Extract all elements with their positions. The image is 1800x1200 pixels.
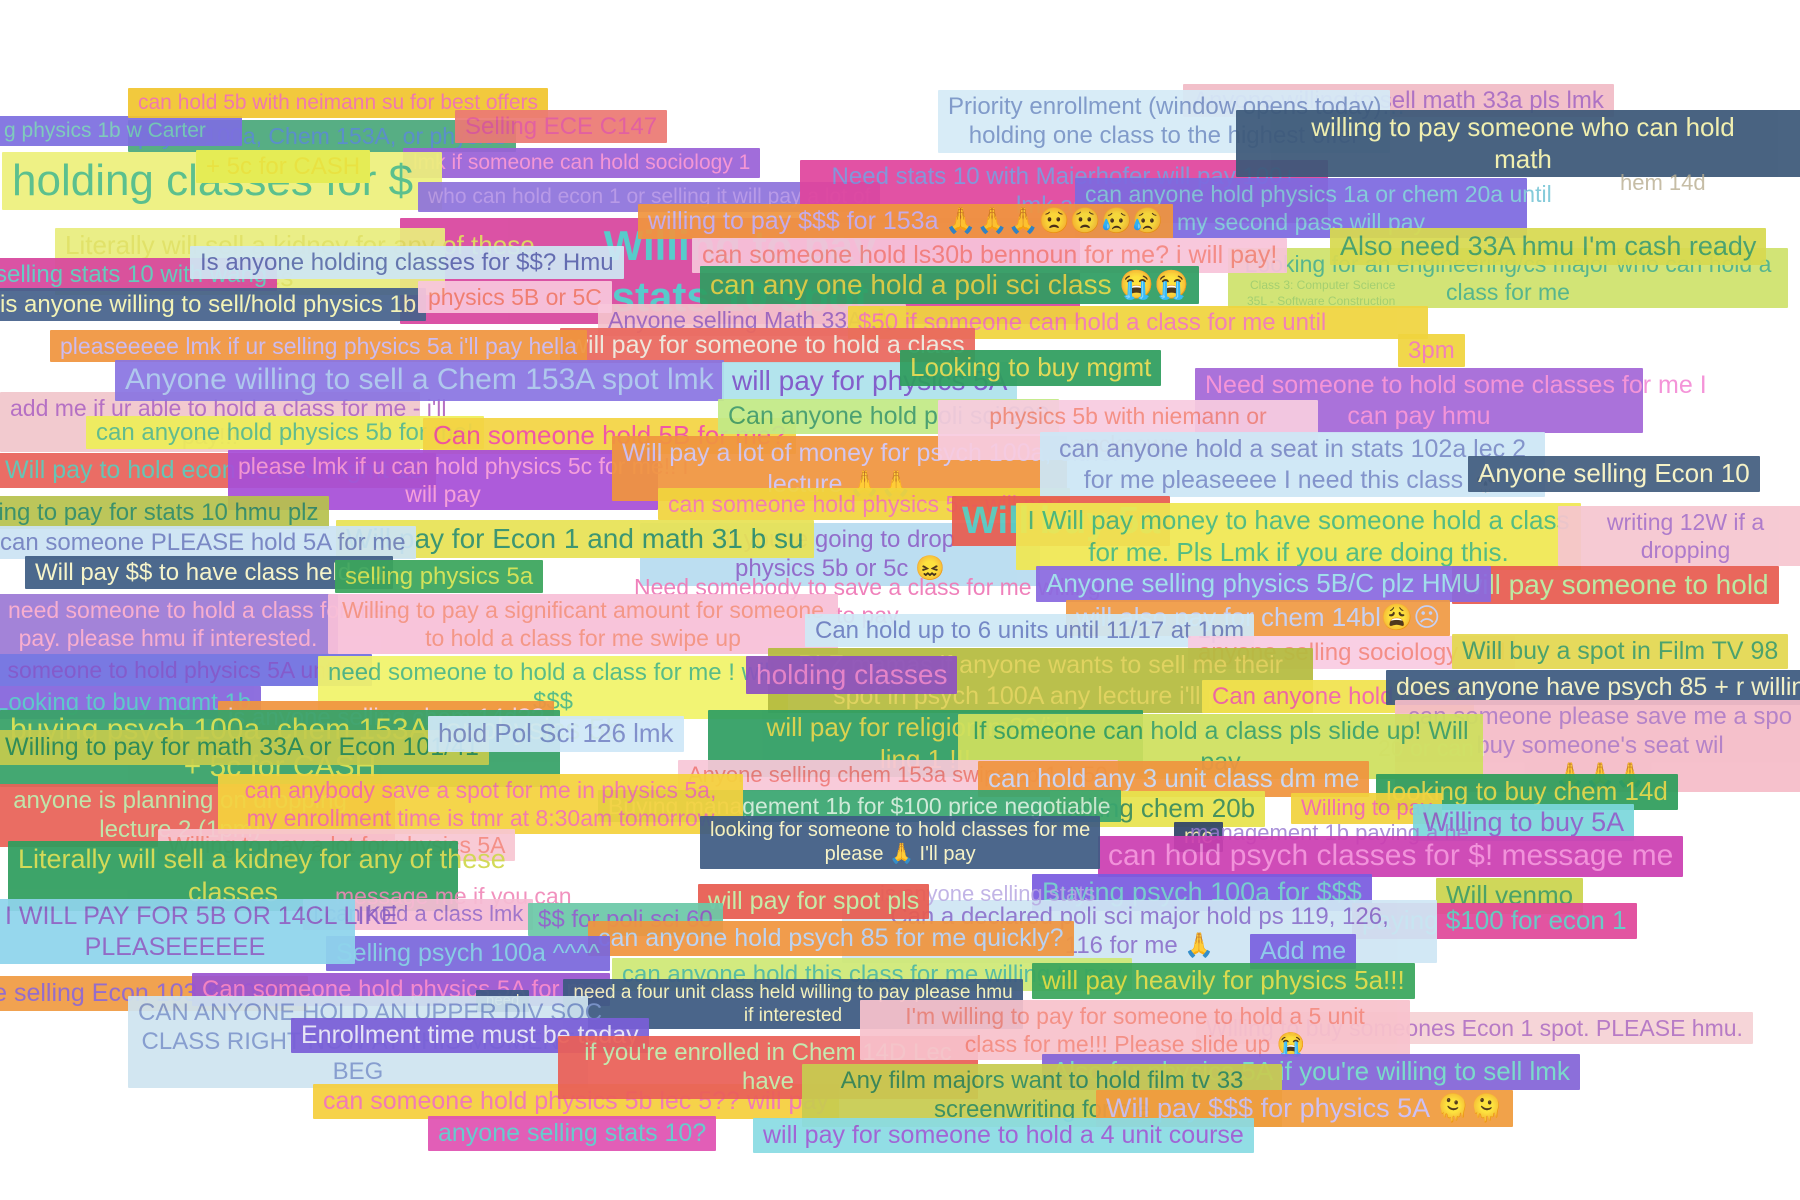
post-chip: can anyone hold a seat in stats 102a lec… — [1040, 432, 1545, 497]
post-chip: Class 3: Computer Science — [1250, 278, 1396, 292]
post-chip: will pay someone to hold — [1452, 566, 1779, 605]
post-chip: can anybody save a spot for me in physic… — [218, 774, 743, 835]
post-chip: hold Pol Sci 126 lmk — [428, 716, 684, 752]
post-chip: does anyone have psych 85 + r willin — [1386, 670, 1800, 705]
post-chip: Willing to pay a significant amount for … — [328, 594, 838, 655]
post-chip: If someone can hold a class pls slide up… — [958, 714, 1483, 779]
post-chip: Will pay $$ to have class held su — [25, 556, 394, 590]
post-chip: Anyone willing to sell a Chem 153A spot … — [115, 360, 724, 401]
post-chip: Will buy a spot in Film TV 98 — [1452, 634, 1789, 669]
post-chip: need someone to hold physics 5A until 5 — [0, 654, 372, 687]
post-chip: willing to pay someone who can hold math — [1236, 110, 1800, 178]
post-chip: willing to pay $$$ for 153a 🙏🙏🙏😟😟😥😥 — [638, 204, 1174, 239]
post-chip: looking for someone to hold classes for … — [700, 816, 1101, 869]
post-chip: g physics 1b w Carter — [0, 116, 242, 146]
post-chip: lmk if someone can hold sociology 1 — [403, 148, 761, 178]
post-chip: holding classes — [746, 656, 958, 695]
post-chip: need someone to hold a class for me— pay… — [0, 594, 408, 655]
post-chip: Anyone selling Econ 10 — [1468, 456, 1760, 492]
post-chip: Also need 33A hmu I'm cash ready — [1330, 228, 1767, 265]
post-chip: looking to buy chem 14d — [1376, 774, 1678, 810]
post-chip: will pay for someone to hold a 4 unit co… — [753, 1118, 1254, 1153]
post-chip: Add me — [1250, 934, 1357, 969]
post-chip: can hold 5b with neimann su for best off… — [128, 88, 549, 118]
post-chip: can anyone hold psych 85 for me quickly? — [588, 921, 1074, 956]
post-chip: Willing to buy 5A — [1413, 804, 1635, 841]
post-chip: writing 12W if a dropping — [1558, 506, 1800, 567]
post-chip: can someone PLEASE hold 5A for me — [0, 526, 416, 560]
post-chip: Is anyone holding classes for $$? Hmu — [190, 246, 624, 280]
post-chip: can any one hold a poli sci class 😭😭 — [700, 266, 1200, 305]
post-chip: selling physics 5a — [335, 560, 544, 594]
post-chip: + 5c for CASH — [196, 150, 371, 184]
post-chip: I'm willing to pay for someone to hold a… — [860, 1000, 1410, 1061]
post-chip: Anyone selling physics 5B/C plz HMU — [1036, 566, 1491, 602]
post-chip: 35L - Software Construction — [1247, 294, 1396, 308]
post-chip: will pay for spot pls — [698, 884, 930, 919]
post-chip: hem 14d — [1620, 170, 1706, 195]
post-chip: will pay heavily for physics 5a!!! — [1032, 963, 1415, 999]
post-chip: pleaseeeee lmk if ur selling physics 5a … — [50, 330, 588, 363]
post-chip: I WILL PAY FOR 5B OR 14CL LIKE PLEASEEEE… — [0, 899, 398, 964]
post-chip: willing to pay for stats 10 hmu plz — [0, 496, 329, 530]
post-chip: can anyone hold physics 5b for me! — [86, 416, 484, 450]
post-chip: Selling psych 100a ^^^^ — [326, 936, 610, 971]
post-chip: Willing to pay for math 33A or Econ 101/… — [0, 730, 489, 765]
post-chip: I Will pay money to have someone hold a … — [1016, 503, 1581, 571]
post-chip: is anyone willing to sell/hold physics 1… — [0, 288, 427, 322]
post-chip: Can hold up to 6 units until 11/17 at 1p… — [805, 614, 1255, 648]
post-chip: anyone selling stats 10? — [428, 1116, 717, 1151]
post-chip: 3pm — [1398, 334, 1465, 368]
post-chip: Selling ECE C147 — [455, 110, 668, 144]
post-chip: Looking to buy mgmt — [900, 350, 1162, 386]
post-chip: can hold psych classes for $! message me — [1098, 836, 1684, 877]
post-chip: can hold any 3 unit class dm me — [978, 761, 1370, 797]
post-chip: physics 5B or 5C — [418, 281, 612, 314]
